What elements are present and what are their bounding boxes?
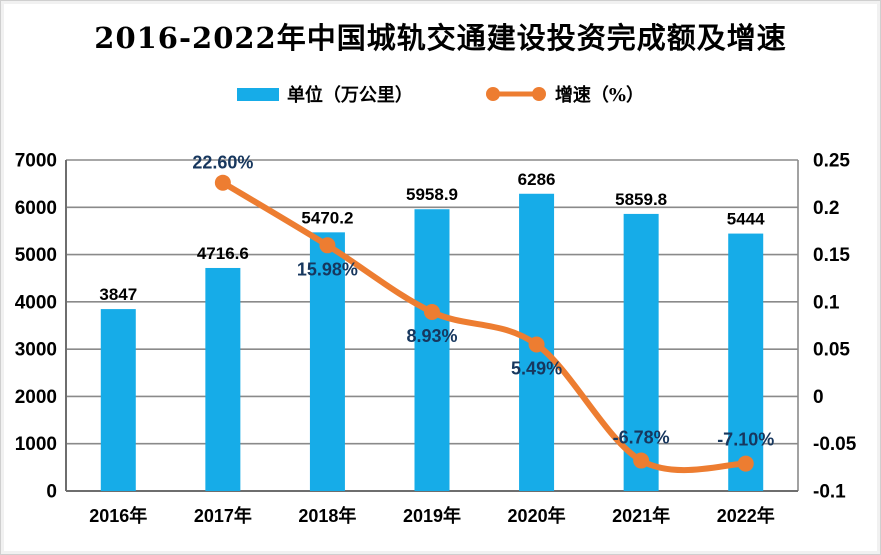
right-axis-tick: 0.2 — [813, 198, 839, 219]
left-axis-tick: 3000 — [15, 340, 57, 361]
bar-2019年 — [414, 209, 450, 491]
right-axis-tick: 0.1 — [813, 292, 840, 313]
line-marker-2018年 — [319, 237, 336, 254]
left-axis-tick: 4000 — [15, 292, 57, 313]
line-value-label: 5.49% — [511, 359, 562, 379]
bar-value-label: 5859.8 — [615, 190, 667, 209]
chart-title: 2016-2022年中国城轨交通建设投资完成额及增速 — [94, 21, 787, 55]
x-axis-label: 2017年 — [194, 505, 252, 526]
line-marker-2022年 — [737, 455, 754, 472]
left-axis-tick: 2000 — [15, 387, 57, 408]
left-axis-tick: 7000 — [15, 151, 57, 172]
left-axis-tick: 5000 — [15, 245, 57, 266]
bar-series-swatch-icon — [236, 87, 279, 101]
line-series-label: 增速（%） — [554, 85, 645, 106]
legend-item-line-series: 增速（%） — [485, 81, 644, 107]
legend-item-bar-series: 单位（万公里） — [236, 81, 413, 107]
bar-series-label: 单位（万公里） — [286, 85, 413, 106]
bar-value-label: 3847 — [99, 285, 137, 304]
right-axis-tick: 0.05 — [813, 340, 850, 361]
bar-2018年 — [309, 232, 345, 491]
line-value-label: 22.60% — [192, 153, 253, 173]
right-axis-tick: -0.05 — [813, 434, 857, 455]
x-axis-label: 2020年 — [508, 505, 566, 526]
legend: 单位（万公里） 增速（%） — [1, 81, 880, 107]
line-value-label: 15.98% — [297, 259, 358, 279]
line-series-marker-icon — [485, 87, 546, 101]
right-axis-tick: 0.15 — [813, 245, 850, 266]
x-axis-label: 2019年 — [403, 505, 461, 526]
right-axis-tick: 0.25 — [813, 151, 850, 172]
x-axis-label: 2022年 — [717, 505, 775, 526]
x-axis-label: 2018年 — [298, 505, 356, 526]
bar-value-label: 5958.9 — [406, 185, 458, 204]
line-marker-2017年 — [214, 174, 231, 191]
line-marker-2020年 — [528, 336, 545, 353]
line-marker-2021年 — [633, 452, 650, 469]
bar-value-label: 6286 — [518, 170, 556, 189]
line-value-label: 8.93% — [406, 326, 457, 346]
bar-2017年 — [205, 267, 241, 491]
left-axis-tick: 1000 — [15, 434, 57, 455]
right-axis-tick: 0 — [813, 387, 824, 408]
left-axis-tick: 6000 — [15, 198, 57, 219]
bar-2021年 — [623, 213, 659, 492]
bar-value-label: 4716.6 — [197, 244, 249, 263]
left-axis-tick: 0 — [46, 482, 57, 503]
bar-value-label: 5444 — [727, 210, 765, 229]
x-axis-label: 2021年 — [612, 505, 670, 526]
bar-2016年 — [100, 309, 136, 491]
line-value-label: -7.10% — [717, 430, 774, 450]
bar-value-label: 5470.2 — [301, 208, 353, 227]
line-value-label: -6.78% — [613, 428, 670, 448]
right-axis-tick: -0.1 — [813, 482, 846, 503]
x-axis-label: 2016年 — [89, 505, 147, 526]
bar-2022年 — [728, 233, 764, 491]
line-marker-2019年 — [424, 303, 440, 320]
